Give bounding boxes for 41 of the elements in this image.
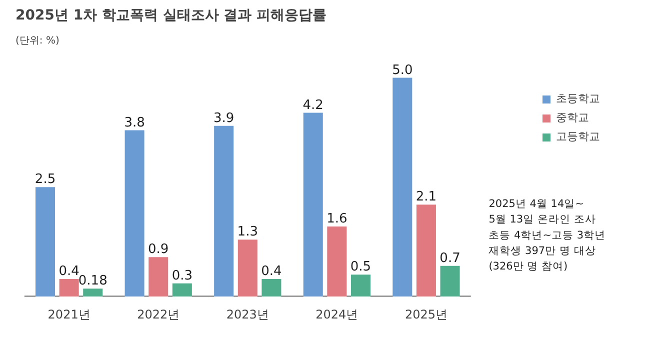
- data-label: 3.8: [124, 115, 145, 130]
- data-label: 1.3: [237, 224, 258, 240]
- bar: [238, 240, 258, 296]
- x-tick-label: 2025년: [404, 308, 448, 322]
- legend-label: 초등학교: [556, 91, 600, 106]
- data-label: 0.7: [440, 250, 460, 266]
- x-tick-label: 2021년: [48, 308, 90, 322]
- bar: [440, 266, 460, 296]
- bar: [303, 112, 323, 296]
- bar: [83, 288, 103, 296]
- data-label: 5.0: [392, 62, 413, 78]
- chart-title: 2025년 1차 학교폭력 실태조사 결과 피해응답률: [16, 8, 327, 24]
- data-label: 0.9: [148, 242, 169, 258]
- chart-subtitle: (단위: %): [16, 36, 60, 46]
- data-label: 0.5: [350, 260, 372, 275]
- bar: [59, 279, 79, 296]
- data-label: 3.9: [213, 110, 234, 126]
- legend-label: 고등학교: [556, 129, 600, 144]
- bar: [148, 257, 168, 296]
- bar: [36, 187, 56, 296]
- data-label: 1.6: [326, 212, 348, 226]
- bar: [172, 283, 192, 296]
- bar: [327, 226, 347, 296]
- bar: [392, 78, 412, 296]
- legend-label: 중학교: [556, 110, 589, 125]
- bar: [262, 279, 282, 296]
- data-label: 0.4: [261, 264, 282, 279]
- bar: [416, 204, 436, 296]
- data-label: 2.1: [416, 190, 437, 205]
- bar: [350, 274, 370, 296]
- x-tick-label: 2024년: [316, 308, 358, 322]
- text: 2025년 4월 14일~ 5월 13일 온라인 조사 초등 4학년~고등 3학년 재학생 397만 명 대상 (326만 명 참여): [488, 198, 606, 272]
- bar: [214, 126, 234, 296]
- data-label: 0.3: [172, 268, 193, 284]
- data-label: 4.2: [302, 98, 324, 113]
- data-label: 0.4: [58, 264, 80, 279]
- x-tick-label: 2023년: [226, 308, 269, 322]
- data-label: 0.18: [78, 274, 108, 289]
- bar: [124, 130, 144, 296]
- x-tick-label: 2022년: [137, 308, 180, 322]
- data-label: 2.5: [34, 172, 56, 188]
